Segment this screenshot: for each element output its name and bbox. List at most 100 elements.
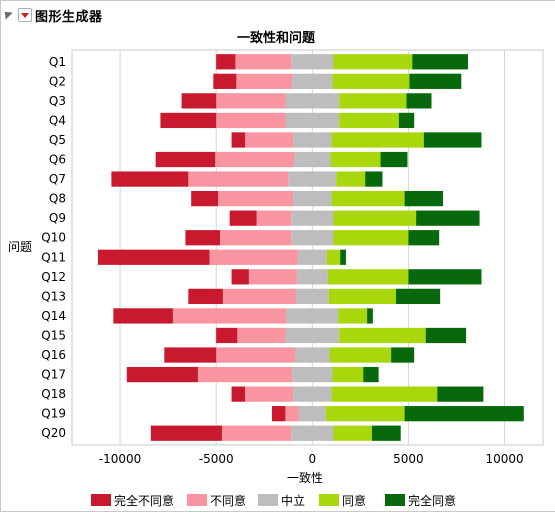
bar-segment-strongly-disagree [229,210,257,226]
bar-segment-disagree [248,269,297,285]
x-tick-label: -5000 [199,452,234,466]
x-axis-ticks: -10000 -5000 0 5000 10000 [99,452,524,466]
y-tick-label: Q8 [49,192,66,206]
plot-area [71,49,544,446]
bar-segment-agree [328,288,396,304]
bar-segment-neutral [286,308,339,324]
bar-segment-strongly-disagree [271,406,286,422]
legend-item: 同意 [319,493,366,508]
bar-segment-neutral [295,347,330,363]
bar-segment-neutral [291,210,334,226]
x-tick-label: -10000 [99,452,142,466]
bar-segment-strongly-disagree [150,425,222,441]
y-tick-label: Q9 [49,211,66,225]
bar-segment-strongly-agree [371,425,401,441]
legend-label: 中立 [281,493,305,508]
bar-segment-agree [336,171,366,187]
bar-segment-strongly-agree [416,210,480,226]
bar-segment-neutral [285,327,340,344]
bar-segment-strongly-disagree [231,132,246,148]
bar-segment-strongly-agree [395,288,441,304]
bar-segment-strongly-agree [398,112,415,129]
legend-swatch [187,494,207,506]
red-triangle-menu-icon[interactable] [18,8,32,22]
bar-segment-strongly-disagree [188,288,223,304]
bar-segment-disagree [245,386,294,402]
legend-swatch [91,494,111,506]
y-tick-label: Q13 [41,289,66,303]
bar-segment-strongly-disagree [231,269,249,285]
panel-title: 图形生成器 [35,10,103,25]
bar-segment-agree [330,151,381,168]
x-tick-label: 10000 [485,452,523,466]
legend-label: 完全同意 [408,493,456,508]
y-tick-label: Q6 [49,153,66,167]
bar-segment-strongly-disagree [97,249,210,265]
bar-segment-agree [327,269,409,285]
y-tick-label: Q19 [41,407,66,421]
legend: 完全不同意 不同意 中立 同意 完全同意 [91,493,456,508]
panel-header: 图形生成器 [1,5,555,27]
bar-segment-agree [332,366,364,383]
y-tick-label: Q2 [49,74,66,88]
x-tick-label: 5000 [393,452,424,466]
bar-segment-disagree [218,191,294,207]
y-tick-label: Q12 [41,270,66,284]
bar-segment-neutral [285,93,340,109]
bar-segment-strongly-agree [409,73,462,89]
bar-segment-strongly-disagree [216,54,236,70]
bar-segment-neutral [298,406,326,422]
bar-segment-strongly-agree [406,93,432,109]
y-tick-label: Q3 [49,94,66,108]
bar-segment-agree [329,347,392,363]
x-axis-label: 一致性 [287,471,323,485]
bar-segment-strongly-disagree [113,308,173,324]
bar-segment-disagree [220,230,292,246]
legend-item: 中立 [258,493,305,508]
y-tick-label: Q17 [41,368,66,382]
y-tick-label: Q10 [41,231,66,245]
bar-segment-agree [338,308,368,324]
bar-segment-agree [333,210,417,226]
bar-segment-strongly-agree [404,191,444,207]
bar-segment-strongly-disagree [216,327,238,344]
chart-title: 一致性和问题 [237,30,316,46]
bar-segment-neutral [293,386,332,402]
bar-segment-agree [331,191,405,207]
bar-segment-strongly-agree [437,386,484,402]
bar-segment-strongly-agree [363,366,379,383]
y-tick-label: Q5 [49,133,66,147]
y-tick-label: Q4 [49,113,66,127]
bar-segment-disagree [256,210,292,226]
bar-segment-agree [333,54,413,70]
bar-segment-agree [333,230,409,246]
bar-segment-strongly-disagree [126,366,198,383]
bar-segment-strongly-disagree [231,386,246,402]
bar-segment-strongly-disagree [164,347,217,363]
bar-segment-neutral [293,132,332,148]
bar-segment-neutral [293,191,332,207]
bar-segment-disagree [237,327,286,344]
legend-item: 完全不同意 [91,493,174,508]
bar-segment-strongly-disagree [155,151,216,168]
legend-label: 同意 [342,493,366,508]
bar-segment-disagree [235,54,292,70]
bar-segment-disagree [222,288,296,304]
y-tick-label: Q16 [41,348,66,362]
bar-segment-agree [326,249,341,265]
bar-segment-disagree [245,132,294,148]
bar-segment-strongly-agree [412,54,469,70]
bar-segment-neutral [296,269,328,285]
bar-segment-neutral [288,171,337,187]
bar-segment-strongly-disagree [191,191,219,207]
y-tick-label: Q7 [49,172,66,186]
bar-segment-neutral [294,151,331,168]
bar-segment-neutral [292,73,333,89]
x-tick-label: 0 [308,452,316,466]
y-axis-ticks: Q1 Q2 Q3 Q4 Q5 Q6 Q7 Q8 Q9 Q10 Q11 Q12 Q13 Q14 Q15 Q16 Q… [41,55,66,440]
bar-segment-strongly-agree [391,347,415,363]
legend-swatch [258,494,278,506]
bar-segment-agree [325,406,405,422]
bar-segment-strongly-agree [365,171,383,187]
